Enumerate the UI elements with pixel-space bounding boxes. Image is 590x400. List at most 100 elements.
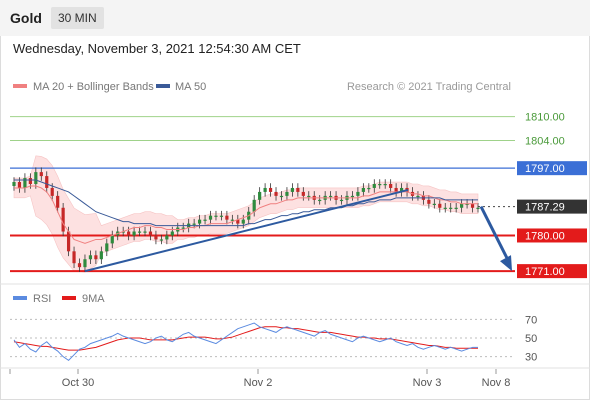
level-label-1810.00: 1810.00 [525,112,565,124]
level-tag-1787.29 [517,199,587,214]
candle-body [159,239,163,241]
candle-body [77,263,82,268]
candle-body [258,191,262,200]
candle-body [465,203,469,205]
candle-body [476,207,480,209]
candle-body [45,176,49,188]
candle-body [219,215,224,217]
header-bar: Gold 30 MIN [0,0,590,36]
level-label-1804.00: 1804.00 [525,135,565,147]
level-label-1787.29: 1787.29 [525,202,565,214]
level-label-1771.00: 1771.00 [525,266,565,278]
candle-body [394,187,398,192]
candle-body [39,172,43,177]
candle-body [454,207,458,209]
legend-label-ma9: 9MA [82,293,105,305]
candle-body [307,195,311,198]
candle-body [56,195,60,208]
level-tag-1797.00 [517,161,587,176]
projection-arrow-head [500,255,512,272]
candle-body [208,215,213,220]
candle-body [230,219,234,221]
candle-body [66,231,71,252]
candle-body [23,178,27,188]
legend-swatch-ma9 [62,296,76,300]
candle-body [274,191,278,196]
legend-swatch-rsi [13,296,27,300]
candle-body [170,231,174,236]
legend-swatch-ma20 [13,84,27,88]
candle-body [350,195,355,198]
candle-body [389,184,393,188]
candle-body [296,187,300,192]
candle-body [105,243,109,252]
candle-body [50,187,54,196]
candle-body [427,199,431,204]
asset-title: Gold [10,10,42,26]
rsi-tick-70: 70 [525,314,537,326]
candle-body [268,187,273,192]
candle-body [17,182,22,188]
candle-body [143,231,147,233]
candle-body [121,231,125,233]
candle-body [301,191,305,196]
candle-body [416,195,420,198]
legend-label-rsi: RSI [33,293,51,305]
candle-body [132,231,136,236]
candle-body [34,172,38,184]
timestamp: Wednesday, November 3, 2021 12:54:30 AM … [13,41,301,56]
candle-body [443,207,447,209]
candle-body [339,199,344,202]
candle-body [99,251,103,260]
rsi-tick-30: 30 [525,352,537,364]
candle-body [148,231,153,236]
candle-body [252,199,256,212]
x-tick-label: Nov 3 [413,377,442,389]
rsi-tick-50: 50 [525,333,537,345]
candle-body [285,191,289,196]
candle-body [203,219,207,221]
candle-body [12,182,16,186]
candle-body [198,219,202,224]
candle-body [83,259,87,268]
candle-body [225,215,229,220]
copyright-note: Research © 2021 Trading Central [347,81,511,93]
candle-body [137,231,142,233]
candle-body [399,187,404,192]
candle-body [383,184,387,186]
candle-body [241,219,245,224]
x-tick-label: Oct 30 [62,377,94,389]
candle-body [438,203,442,208]
candle-body [28,178,32,184]
candle-body [378,184,382,186]
candle-body [367,187,371,190]
x-tick-label: Nov 2 [244,377,273,389]
projection-arrow-shaft [479,205,511,263]
candle-body [318,199,322,202]
candle-body [290,187,294,192]
candle-body [372,184,376,188]
candle-body [61,207,65,232]
candle-body [263,187,267,192]
candle-body [356,191,360,196]
candle-body [192,223,196,225]
candle-body [181,227,185,229]
candle-body [214,215,218,217]
candle-body [154,235,158,240]
candle-body [127,231,131,236]
candle-body [329,195,333,198]
level-tag-1780.00 [517,228,587,243]
candle-body [236,219,240,224]
level-label-1780.00: 1780.00 [525,230,565,242]
candle-body [110,235,114,244]
level-tag-1771.00 [517,264,587,279]
candle-body [72,251,76,264]
timeframe-badge[interactable]: 30 MIN [51,7,104,29]
rsi-line [13,322,478,362]
candle-body [279,195,284,198]
legend-label-ma20: MA 20 + Bollinger Bands [33,81,154,93]
candle-body [460,203,464,208]
legend-label-ma50: MA 50 [175,81,206,93]
ma50-line [14,179,478,227]
